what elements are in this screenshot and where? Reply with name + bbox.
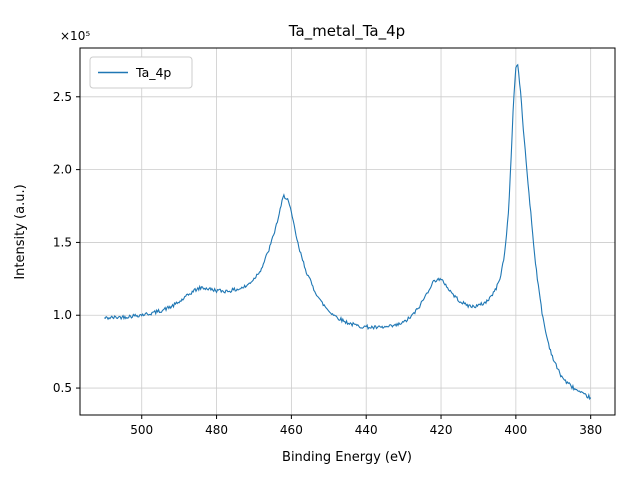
x-tick-label: 500 [130, 423, 153, 437]
chart-title: Ta_metal_Ta_4p [288, 22, 405, 41]
x-tick-label: 460 [280, 423, 303, 437]
axes-frame [79, 47, 616, 416]
x-tick-label: 480 [205, 423, 228, 437]
legend-box [89, 56, 193, 89]
y-tick-label: 1.0 [53, 308, 72, 322]
y-tick-label: 2.0 [53, 163, 72, 177]
x-axis-label: Binding Energy (eV) [282, 450, 412, 465]
y-tick-label: 0.5 [53, 381, 72, 395]
plot-area [80, 48, 615, 415]
x-tick-label: 440 [355, 423, 378, 437]
y-tick-label: 1.5 [53, 235, 72, 249]
x-tick-label: 420 [430, 423, 453, 437]
y-axis-label: Intensity (a.u.) [13, 184, 28, 279]
x-tick-label: 380 [579, 423, 602, 437]
grid-lines [80, 48, 615, 415]
y-axis-offset-text: ×10⁵ [60, 29, 90, 43]
legend: Ta_4p [89, 56, 193, 89]
legend-label: Ta_4p [135, 65, 171, 80]
series-line-ta4p [104, 63, 592, 401]
x-tick-label: 400 [504, 423, 527, 437]
tick-marks-and-labels: 500 480 460 440 420 400 380 0.5 1.0 1.5 2.0 2.5 [53, 90, 602, 437]
y-tick-label: 2.5 [53, 90, 72, 104]
